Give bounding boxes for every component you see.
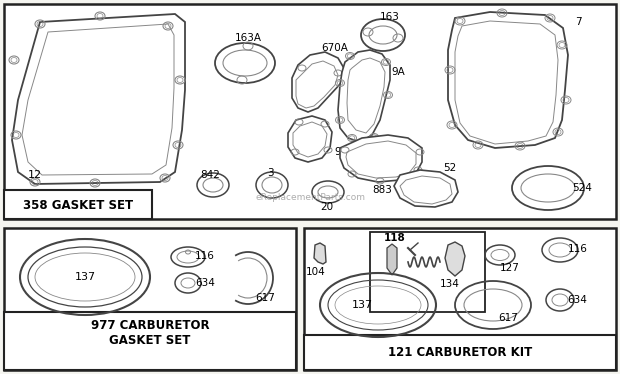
Text: 163A: 163A	[234, 33, 262, 43]
Text: 52: 52	[443, 163, 456, 173]
Polygon shape	[12, 14, 185, 184]
Bar	[4, 228, 296, 370]
Bar	[370, 232, 485, 312]
Polygon shape	[338, 50, 390, 142]
Polygon shape	[292, 52, 345, 112]
Text: 127: 127	[500, 263, 520, 273]
Bar	[304, 335, 616, 370]
Polygon shape	[445, 242, 465, 276]
Text: 3: 3	[267, 168, 273, 178]
Text: 12: 12	[28, 170, 42, 180]
Text: 9A: 9A	[391, 67, 405, 77]
Text: 617: 617	[498, 313, 518, 323]
Polygon shape	[387, 244, 397, 275]
Text: eReplacementParts.com: eReplacementParts.com	[255, 193, 365, 202]
Text: 358 GASKET SET: 358 GASKET SET	[23, 199, 133, 212]
Text: 524: 524	[572, 183, 592, 193]
Text: 134: 134	[440, 279, 460, 289]
Bar	[4, 190, 152, 219]
Text: 617: 617	[255, 293, 275, 303]
Text: 634: 634	[567, 295, 587, 305]
Text: 9: 9	[335, 147, 342, 157]
Text: 163: 163	[380, 12, 400, 22]
Text: 118: 118	[384, 233, 406, 243]
Text: 977 CARBURETOR
GASKET SET: 977 CARBURETOR GASKET SET	[91, 319, 210, 347]
Text: 634: 634	[195, 278, 215, 288]
Text: 670A: 670A	[322, 43, 348, 53]
Bar	[304, 228, 616, 370]
Text: 121 CARBURETOR KIT: 121 CARBURETOR KIT	[388, 346, 532, 359]
Polygon shape	[288, 116, 332, 162]
Text: 842: 842	[200, 170, 220, 180]
Text: 7: 7	[575, 17, 582, 27]
Polygon shape	[314, 243, 326, 264]
Text: 116: 116	[195, 251, 215, 261]
Text: 883: 883	[372, 185, 392, 195]
Polygon shape	[394, 170, 458, 207]
Bar	[4, 4, 616, 219]
Polygon shape	[340, 135, 422, 182]
Polygon shape	[448, 12, 568, 148]
Text: 116: 116	[568, 244, 588, 254]
Text: 137: 137	[352, 300, 373, 310]
Text: 104: 104	[306, 267, 326, 277]
Text: 20: 20	[321, 202, 334, 212]
Bar	[4, 312, 296, 370]
Text: 137: 137	[74, 272, 95, 282]
